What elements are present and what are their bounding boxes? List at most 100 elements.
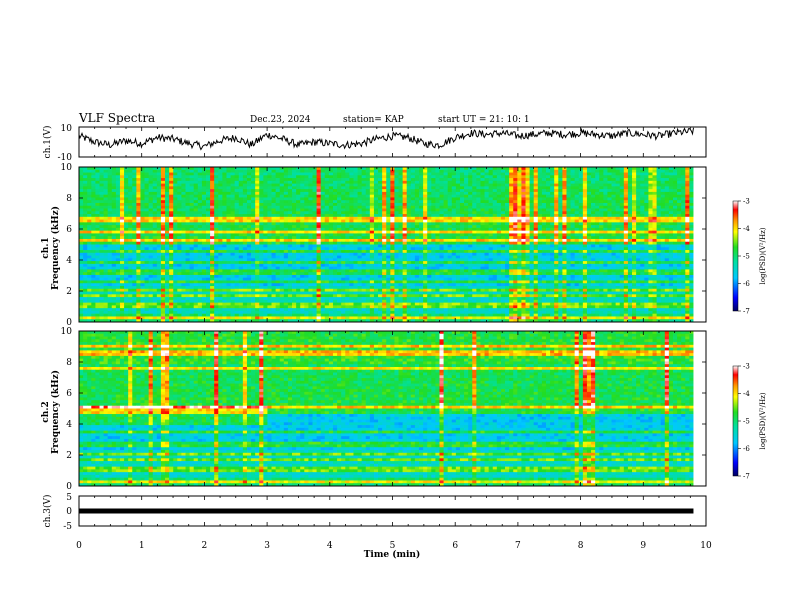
spectrogram-cell — [107, 186, 113, 190]
spectrogram-cell — [468, 222, 473, 226]
spectrogram-cell — [369, 175, 375, 179]
spectrogram-cell — [632, 208, 637, 212]
spectrogram-cell — [607, 247, 612, 251]
spectrogram-cell — [623, 230, 629, 234]
spectrogram-cell — [193, 214, 199, 218]
spectrogram-cell — [570, 233, 576, 237]
spectrogram-cell — [603, 208, 608, 212]
spectrogram-cell — [402, 191, 408, 196]
spectrogram-cell — [664, 189, 670, 193]
spectrogram-cell — [83, 216, 88, 220]
spectrogram-cell — [79, 244, 84, 248]
spectrogram-cell — [320, 225, 326, 229]
spectrogram-cell — [169, 250, 174, 254]
spectrogram-cell — [197, 178, 203, 182]
spectrogram-cell — [414, 197, 420, 201]
spectrogram-cell — [95, 247, 100, 251]
spectrogram-cell — [373, 211, 379, 215]
spectrogram-cell — [644, 233, 649, 237]
spectrogram-cell — [484, 255, 490, 259]
spectrogram-cell — [537, 214, 543, 218]
spectrogram-cell — [214, 247, 219, 251]
spectrogram-cell — [136, 172, 141, 176]
spectrogram-cell — [353, 216, 358, 220]
spectrogram-cell — [410, 167, 416, 171]
spectrogram-cell — [242, 208, 248, 212]
spectrogram-cell — [304, 222, 309, 226]
spectrogram-cell — [324, 178, 330, 182]
spectrogram-cell — [259, 208, 264, 212]
spectrogram-cell — [373, 180, 379, 185]
spectrogram-cell — [668, 230, 674, 234]
spectrogram-cell — [664, 219, 670, 223]
spectrogram-cell — [521, 227, 526, 232]
spectrogram-cell — [210, 194, 215, 198]
spectrogram-cell — [599, 236, 604, 240]
spectrogram-cell — [205, 238, 211, 243]
spectrogram-cell — [160, 208, 166, 212]
spectrogram-cell — [521, 211, 526, 215]
spectrogram-cell — [537, 236, 543, 240]
spectrogram-cell — [320, 255, 326, 259]
spectrogram-cell — [283, 238, 289, 243]
spectrogram-cell — [300, 169, 305, 173]
spectrogram-cell — [455, 233, 461, 237]
spectrogram-cell — [533, 202, 539, 207]
spectrogram-cell — [488, 247, 494, 251]
spectrogram-cell — [390, 180, 395, 185]
spectrogram-cell — [107, 247, 113, 251]
spectrogram-cell — [541, 175, 547, 179]
spectrogram-cell — [554, 244, 559, 248]
spectrogram-cell — [595, 214, 600, 218]
spectrogram-cell — [218, 208, 223, 212]
spectrogram-cell — [681, 167, 686, 171]
spectrogram-cell — [541, 202, 547, 207]
spectrogram-cell — [128, 189, 133, 193]
spectrogram-cell — [316, 255, 322, 259]
spectrogram-cell — [296, 255, 301, 259]
spectrogram-cell — [414, 222, 420, 226]
spectrogram-cell — [419, 167, 424, 171]
spectrogram-cell — [632, 186, 637, 190]
spectrogram-cell — [398, 252, 404, 256]
spectrogram-cell — [472, 191, 477, 196]
spectrogram-cell — [181, 167, 186, 171]
spectrogram-cell — [476, 227, 481, 232]
spectrogram-cell — [513, 247, 518, 251]
spectrogram-cell — [640, 172, 645, 176]
spectrogram-cell — [341, 227, 346, 232]
spectrogram-cell — [472, 225, 477, 229]
spectrogram-cell — [91, 252, 96, 256]
spectrogram-cell — [652, 236, 657, 240]
spectrogram-cell — [242, 186, 248, 190]
spectrogram-cell — [328, 214, 334, 218]
spectrogram-cell — [193, 180, 199, 185]
spectrogram-cell — [128, 197, 133, 201]
spectrogram-cell — [521, 233, 526, 237]
spectrogram-cell — [464, 183, 469, 187]
spectrogram-cell — [513, 186, 518, 190]
spectrogram-cell — [361, 178, 367, 182]
spectrogram-cell — [488, 205, 494, 209]
spectrogram-cell — [312, 189, 317, 193]
spectrogram-cell — [304, 167, 309, 171]
spectrogram-cell — [382, 186, 387, 190]
spectrogram-cell — [414, 219, 420, 223]
spectrogram-cell — [615, 178, 621, 182]
spectrogram-cell — [234, 247, 240, 251]
spectrogram-cell — [103, 222, 109, 226]
spectrogram-cell — [517, 244, 522, 248]
spectrogram-cell — [189, 205, 195, 209]
spectrogram-cell — [124, 200, 129, 204]
spectrogram-cell — [296, 169, 301, 173]
spectrogram-cell — [140, 214, 145, 218]
spectrogram-cell — [607, 169, 612, 173]
spectrogram-cell — [496, 216, 502, 220]
spectrogram-cell — [533, 172, 539, 176]
spectrogram-cell — [136, 169, 141, 173]
spectrogram-cell — [144, 225, 150, 229]
spectrogram-cell — [304, 194, 309, 198]
spectrogram-cell — [492, 194, 498, 198]
spectrogram-cell — [541, 194, 547, 198]
spectrogram-cell — [140, 197, 145, 201]
